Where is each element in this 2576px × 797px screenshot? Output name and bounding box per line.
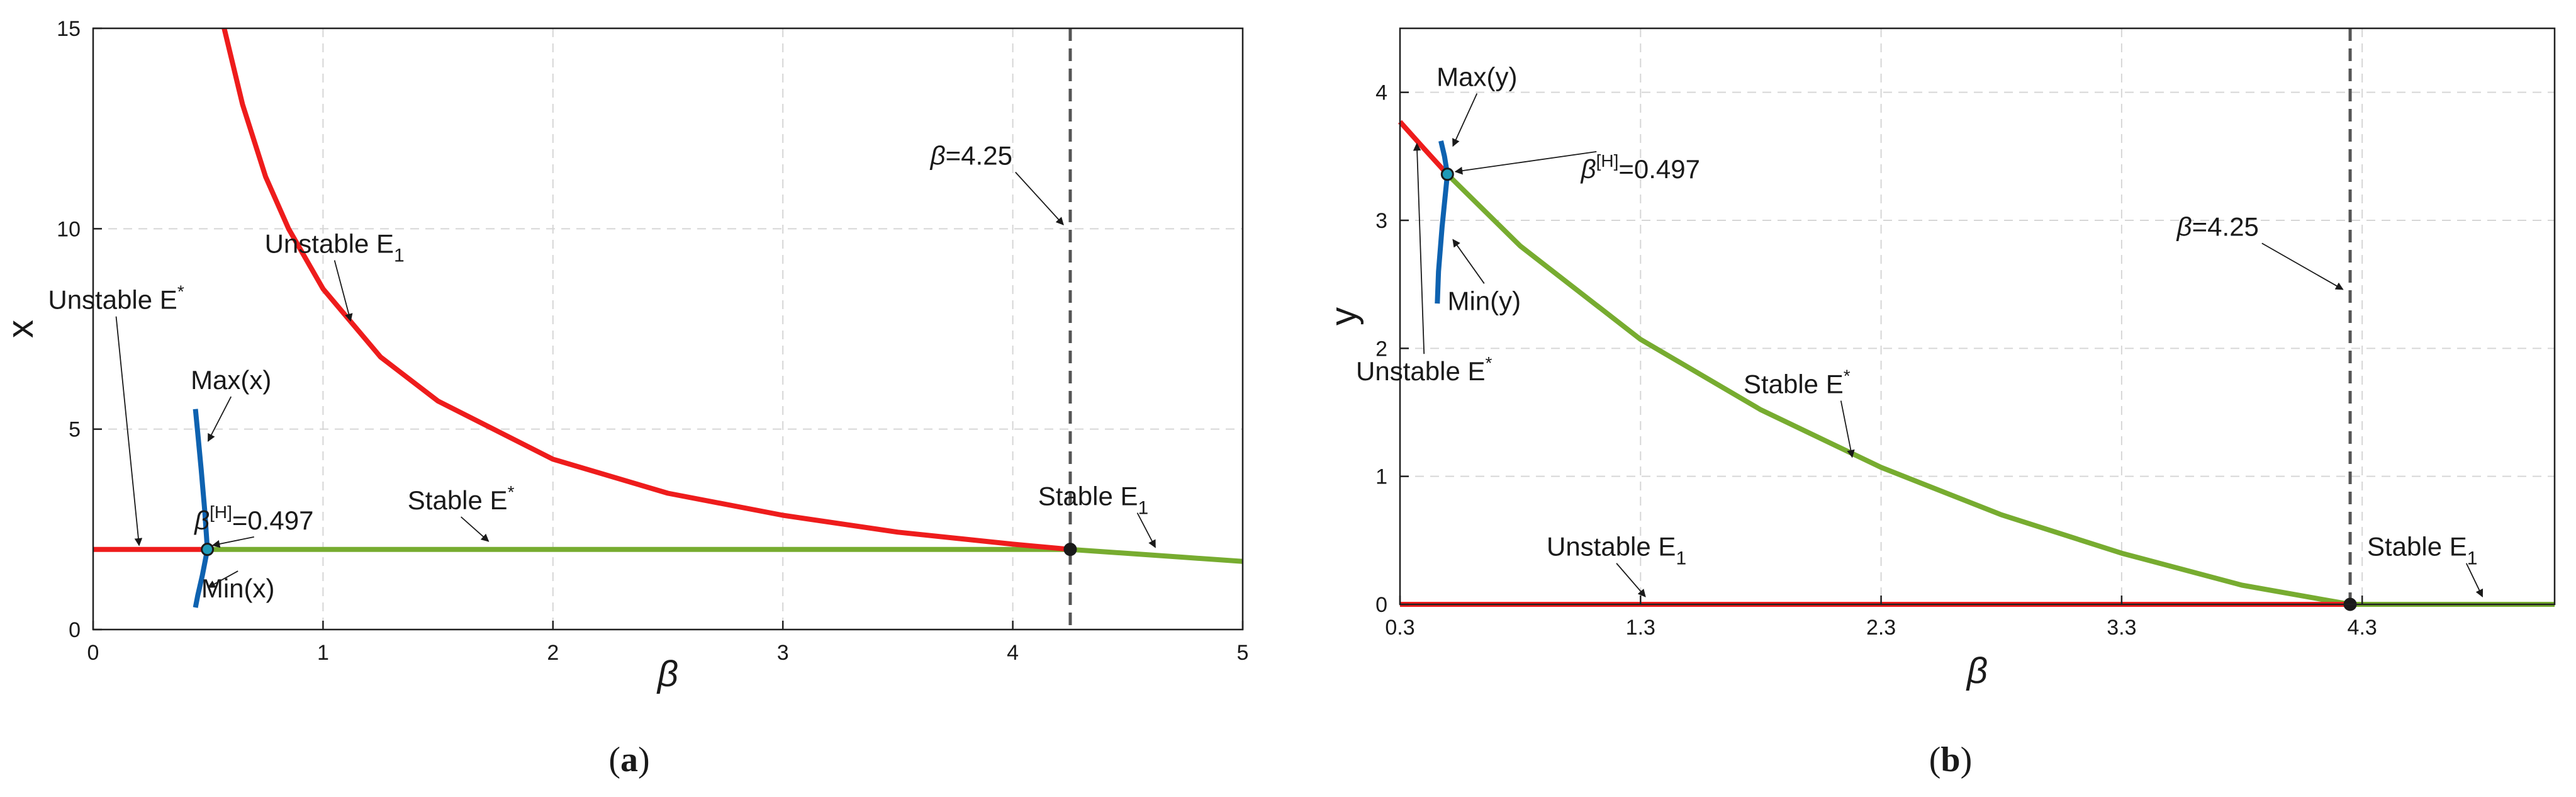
x-axis-label: β <box>656 653 678 694</box>
hopf-point <box>1440 167 1454 181</box>
annotation-max-x: Max(x) <box>191 365 271 395</box>
annotation-arrow-max-y <box>1452 93 1478 147</box>
annotation-arrow-hopf-label <box>1454 151 1597 175</box>
annotation-unstable-e1: Unstable E1 <box>265 229 405 266</box>
x-tick-label: 0.3 <box>1385 616 1414 640</box>
annotation-unstable-estar: Unstable E* <box>48 282 184 315</box>
annotation-hopf-label: β[H]=0.497 <box>1580 151 1700 184</box>
series-min-y <box>1435 174 1450 304</box>
annotation-min-x: Min(x) <box>201 574 275 603</box>
y-tick-label: 3 <box>1375 209 1387 233</box>
annotation-stable-estar: Stable E* <box>408 482 515 515</box>
y-tick-label: 5 <box>69 418 81 442</box>
annotation-beta-425: β=4.25 <box>929 140 1012 170</box>
y-axis-label: x <box>0 320 41 338</box>
series-unstable-e-left <box>1398 120 1450 176</box>
annotation-arrow-stable-estar <box>1840 400 1855 458</box>
panel-caption: (a) <box>608 740 649 779</box>
y-tick-label: 0 <box>69 618 81 642</box>
series-max-x <box>193 409 210 550</box>
plot-frame <box>1399 27 2556 606</box>
x-tick-label: 1.3 <box>1626 616 1655 640</box>
y-tick-label: 10 <box>57 217 81 241</box>
panel-b: 0.3 1.3 2.3 3.3 4.3 0 1 2 3 4 β y Max(y) β[H]=0.497 Mi… <box>1323 27 2556 779</box>
x-tick-label: 2.3 <box>1866 616 1896 640</box>
transcritical-point <box>1063 543 1077 557</box>
series-stable-e <box>1445 172 2351 607</box>
x-tick-label: 2 <box>547 641 559 665</box>
y-tick-label: 4 <box>1375 81 1387 105</box>
annotation-min-y: Min(y) <box>1447 286 1521 315</box>
annotation-arrow-stable-estar <box>461 516 490 542</box>
annotation-arrow-unstable-estar <box>1413 142 1425 354</box>
panel-caption: (b) <box>1929 740 1972 779</box>
x-tick-label: 4.3 <box>2348 616 2377 640</box>
y-axis-label: y <box>1323 307 1364 325</box>
annotation-arrow-beta-425 <box>2261 242 2344 290</box>
annotation-hopf-label: β[H]=0.497 <box>193 502 313 535</box>
annotation-unstable-estar: Unstable E* <box>1356 353 1492 386</box>
y-tick-label: 1 <box>1375 465 1387 489</box>
annotation-unstable-e1: Unstable E1 <box>1547 532 1686 569</box>
plot-frame <box>92 27 1244 631</box>
annotation-arrow-hopf-label <box>211 536 254 548</box>
annotation-arrow-unstable-estar <box>115 316 143 546</box>
y-tick-label: 2 <box>1375 337 1387 361</box>
annotation-arrow-min-y <box>1452 239 1485 284</box>
annotation-arrow-min-x <box>207 570 238 588</box>
annotation-arrow-beta-425 <box>1015 171 1064 225</box>
x-tick-label: 3.3 <box>2107 616 2136 640</box>
annotation-stable-e1: Stable E1 <box>1038 482 1148 519</box>
x-tick-label: 5 <box>1237 641 1249 665</box>
annotation-arrow-stable-e1 <box>2465 563 2484 597</box>
y-tick-label: 15 <box>57 17 81 41</box>
y-tick-label: 0 <box>1375 593 1387 617</box>
panel-a: 0 1 2 3 4 5 0 5 10 15 β x Unstable E1 Unstable E* Max(… <box>0 17 1248 779</box>
annotation-stable-estar: Stable E* <box>1744 366 1851 399</box>
series-stable-e1 <box>1070 546 1243 564</box>
x-tick-label: 0 <box>87 641 99 665</box>
annotation-beta-425: β=4.25 <box>2176 212 2259 241</box>
x-axis-label: β <box>1966 650 1988 691</box>
series-min-x <box>193 548 210 608</box>
annotation-arrow-unstable-e1 <box>333 260 353 322</box>
annotation-stable-e1: Stable E1 <box>2367 532 2477 569</box>
x-tick-label: 1 <box>317 641 329 665</box>
annotation-arrow-stable-e1 <box>1136 512 1156 548</box>
x-tick-label: 4 <box>1007 641 1019 665</box>
hopf-point <box>201 543 215 557</box>
annotation-arrow-unstable-e1 <box>1616 563 1646 597</box>
annotation-arrow-max-x <box>207 396 232 442</box>
series-unstable-e1 <box>221 28 1071 552</box>
x-tick-label: 3 <box>777 641 789 665</box>
annotation-max-y: Max(y) <box>1436 62 1517 92</box>
